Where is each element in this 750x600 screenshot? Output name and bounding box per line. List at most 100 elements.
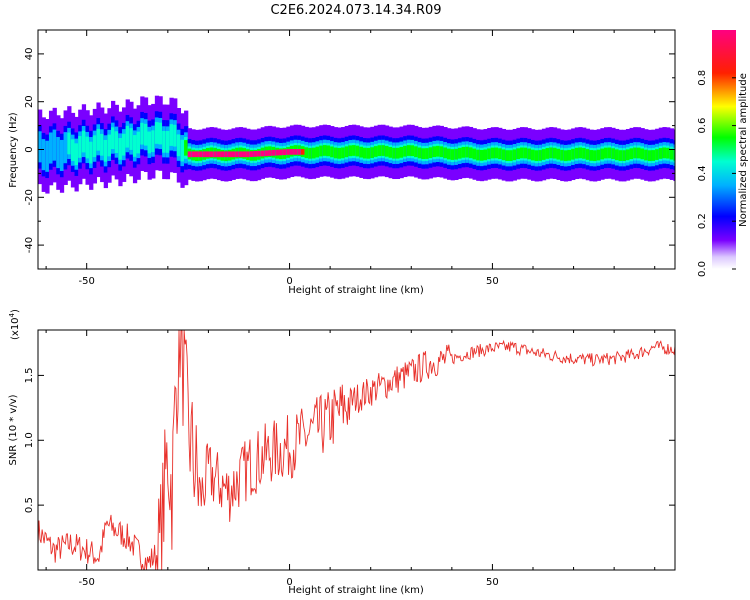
heatmap-cell bbox=[571, 148, 576, 160]
heatmap-cell bbox=[355, 145, 360, 157]
heatmap-cell bbox=[428, 147, 433, 159]
heatmap-cell bbox=[673, 149, 675, 161]
colorbar-tick-label: 0.8 bbox=[697, 70, 708, 86]
heatmap-cell bbox=[593, 150, 598, 162]
heatmap-cell bbox=[52, 129, 57, 161]
heatmap-cell bbox=[304, 147, 309, 159]
heatmap-cell bbox=[655, 149, 660, 160]
heatmap-cell bbox=[169, 124, 174, 146]
heatmap-cell bbox=[633, 147, 638, 159]
heatmap-cell bbox=[333, 147, 339, 159]
heatmap-cell bbox=[143, 123, 149, 146]
heatmap-cell bbox=[359, 146, 364, 158]
heatmap-cell bbox=[563, 150, 569, 162]
heatmap-cell bbox=[611, 148, 616, 159]
colorbar-label: Normalized spectral amplitude bbox=[738, 73, 749, 227]
heatmap-cell bbox=[74, 143, 79, 166]
heatmap-cell bbox=[289, 149, 295, 155]
heatmap-cell bbox=[403, 145, 408, 157]
y-tick-label: 20 bbox=[24, 95, 35, 108]
heatmap-cell bbox=[549, 147, 554, 159]
heatmap-cell bbox=[209, 151, 214, 158]
heatmap-cell bbox=[425, 148, 430, 159]
heatmap-cell bbox=[341, 147, 346, 159]
heatmap-cell bbox=[377, 145, 382, 156]
x-tick-label: 50 bbox=[486, 577, 499, 588]
heatmap-cell bbox=[195, 151, 200, 158]
heatmap-cell bbox=[381, 145, 386, 156]
heatmap-cell bbox=[147, 131, 152, 154]
heatmap-cell bbox=[114, 131, 119, 154]
y-tick-label: -40 bbox=[24, 237, 35, 253]
heatmap-cell bbox=[140, 122, 145, 145]
spectrogram-panel: -50 0 50 -40 -20 0 20 40 Height of straight lin… bbox=[8, 29, 676, 296]
heatmap-cell bbox=[260, 150, 265, 157]
heatmap-cell bbox=[257, 150, 262, 157]
heatmap-cell bbox=[556, 148, 561, 160]
heatmap-cell bbox=[107, 134, 112, 157]
heatmap-cell bbox=[315, 146, 320, 158]
heatmap-cell bbox=[640, 148, 645, 160]
heatmap-cell bbox=[300, 149, 306, 155]
figure-title: C2E6.2024.073.14.34.R09 bbox=[270, 3, 441, 18]
heatmap-cell bbox=[662, 147, 667, 159]
heatmap-cell bbox=[454, 148, 459, 160]
y-tick-label: 0.5 bbox=[24, 497, 35, 513]
snr-multiplier: (x104) bbox=[8, 309, 21, 340]
heatmap-cell bbox=[421, 148, 426, 160]
spectrogram-ylabel: Frequency (Hz) bbox=[8, 112, 19, 188]
heatmap-cell bbox=[384, 145, 390, 157]
colorbar-tick-label: 0.2 bbox=[697, 213, 708, 229]
heatmap-cell bbox=[523, 147, 528, 159]
heatmap-cell bbox=[70, 139, 76, 162]
heatmap-cell bbox=[45, 140, 50, 172]
heatmap-cell bbox=[96, 128, 101, 151]
heatmap-cell bbox=[600, 148, 605, 160]
heatmap-cell bbox=[530, 149, 536, 161]
heatmap-cell bbox=[596, 149, 601, 161]
heatmap-cell bbox=[644, 149, 649, 161]
heatmap-cell bbox=[516, 148, 521, 160]
heatmap-cell bbox=[216, 151, 222, 158]
heatmap-cell bbox=[118, 138, 123, 160]
heatmap-cell bbox=[213, 151, 218, 158]
heatmap-cell bbox=[235, 151, 240, 158]
heatmap-cell bbox=[330, 146, 335, 158]
heatmap-cell bbox=[198, 151, 203, 158]
heatmap-cell bbox=[187, 151, 192, 158]
snr-ticks: -50 0 50 0.5 1.0 1.5 bbox=[24, 330, 675, 588]
x-tick-label: 0 bbox=[286, 276, 292, 287]
heatmap-cell bbox=[81, 130, 87, 153]
heatmap-cell bbox=[85, 136, 90, 159]
colorbar-tick-label: 0.4 bbox=[697, 165, 708, 181]
heatmap-cell bbox=[162, 130, 167, 153]
heatmap-cell bbox=[406, 145, 412, 156]
heatmap-cell bbox=[552, 147, 558, 159]
heatmap-cell bbox=[476, 149, 481, 161]
heatmap-cell bbox=[450, 149, 455, 160]
heatmap-cell bbox=[494, 147, 499, 159]
heatmap-cell bbox=[249, 151, 255, 157]
heatmap-cell bbox=[238, 151, 244, 158]
heatmap-cell bbox=[541, 149, 547, 160]
heatmap-cell bbox=[534, 150, 539, 162]
heatmap-cell bbox=[578, 147, 583, 159]
heatmap-cell bbox=[370, 147, 375, 158]
heatmap-cell bbox=[264, 150, 269, 157]
heatmap-cell bbox=[567, 149, 572, 161]
heatmap-cell bbox=[625, 149, 631, 161]
heatmap-cell bbox=[41, 139, 46, 171]
snr-series-line bbox=[38, 330, 675, 570]
heatmap-cell bbox=[271, 149, 276, 156]
heatmap-cell bbox=[666, 147, 671, 159]
snr-xlabel: Height of straight line (km) bbox=[288, 585, 424, 596]
heatmap-cell bbox=[132, 135, 138, 157]
heatmap-cell bbox=[337, 147, 342, 159]
heatmap-cell bbox=[89, 141, 94, 164]
heatmap-cell bbox=[173, 124, 178, 147]
heatmap-cell bbox=[366, 147, 371, 159]
heatmap-cell bbox=[603, 147, 609, 159]
colorbar-tick-label: 0.0 bbox=[697, 261, 708, 277]
heatmap-cell bbox=[311, 147, 317, 159]
heatmap-cell bbox=[618, 150, 623, 161]
